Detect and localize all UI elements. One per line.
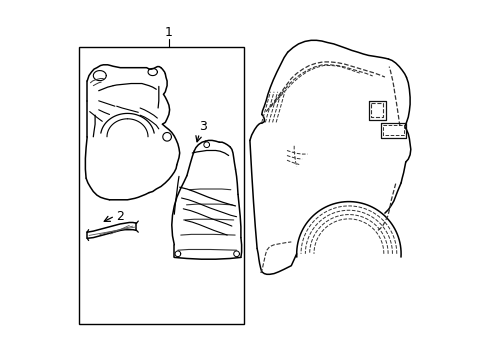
Text: 2: 2 (116, 210, 124, 222)
Bar (79, 47, 244, 324)
Text: 3: 3 (199, 120, 206, 132)
Text: 1: 1 (164, 26, 172, 39)
